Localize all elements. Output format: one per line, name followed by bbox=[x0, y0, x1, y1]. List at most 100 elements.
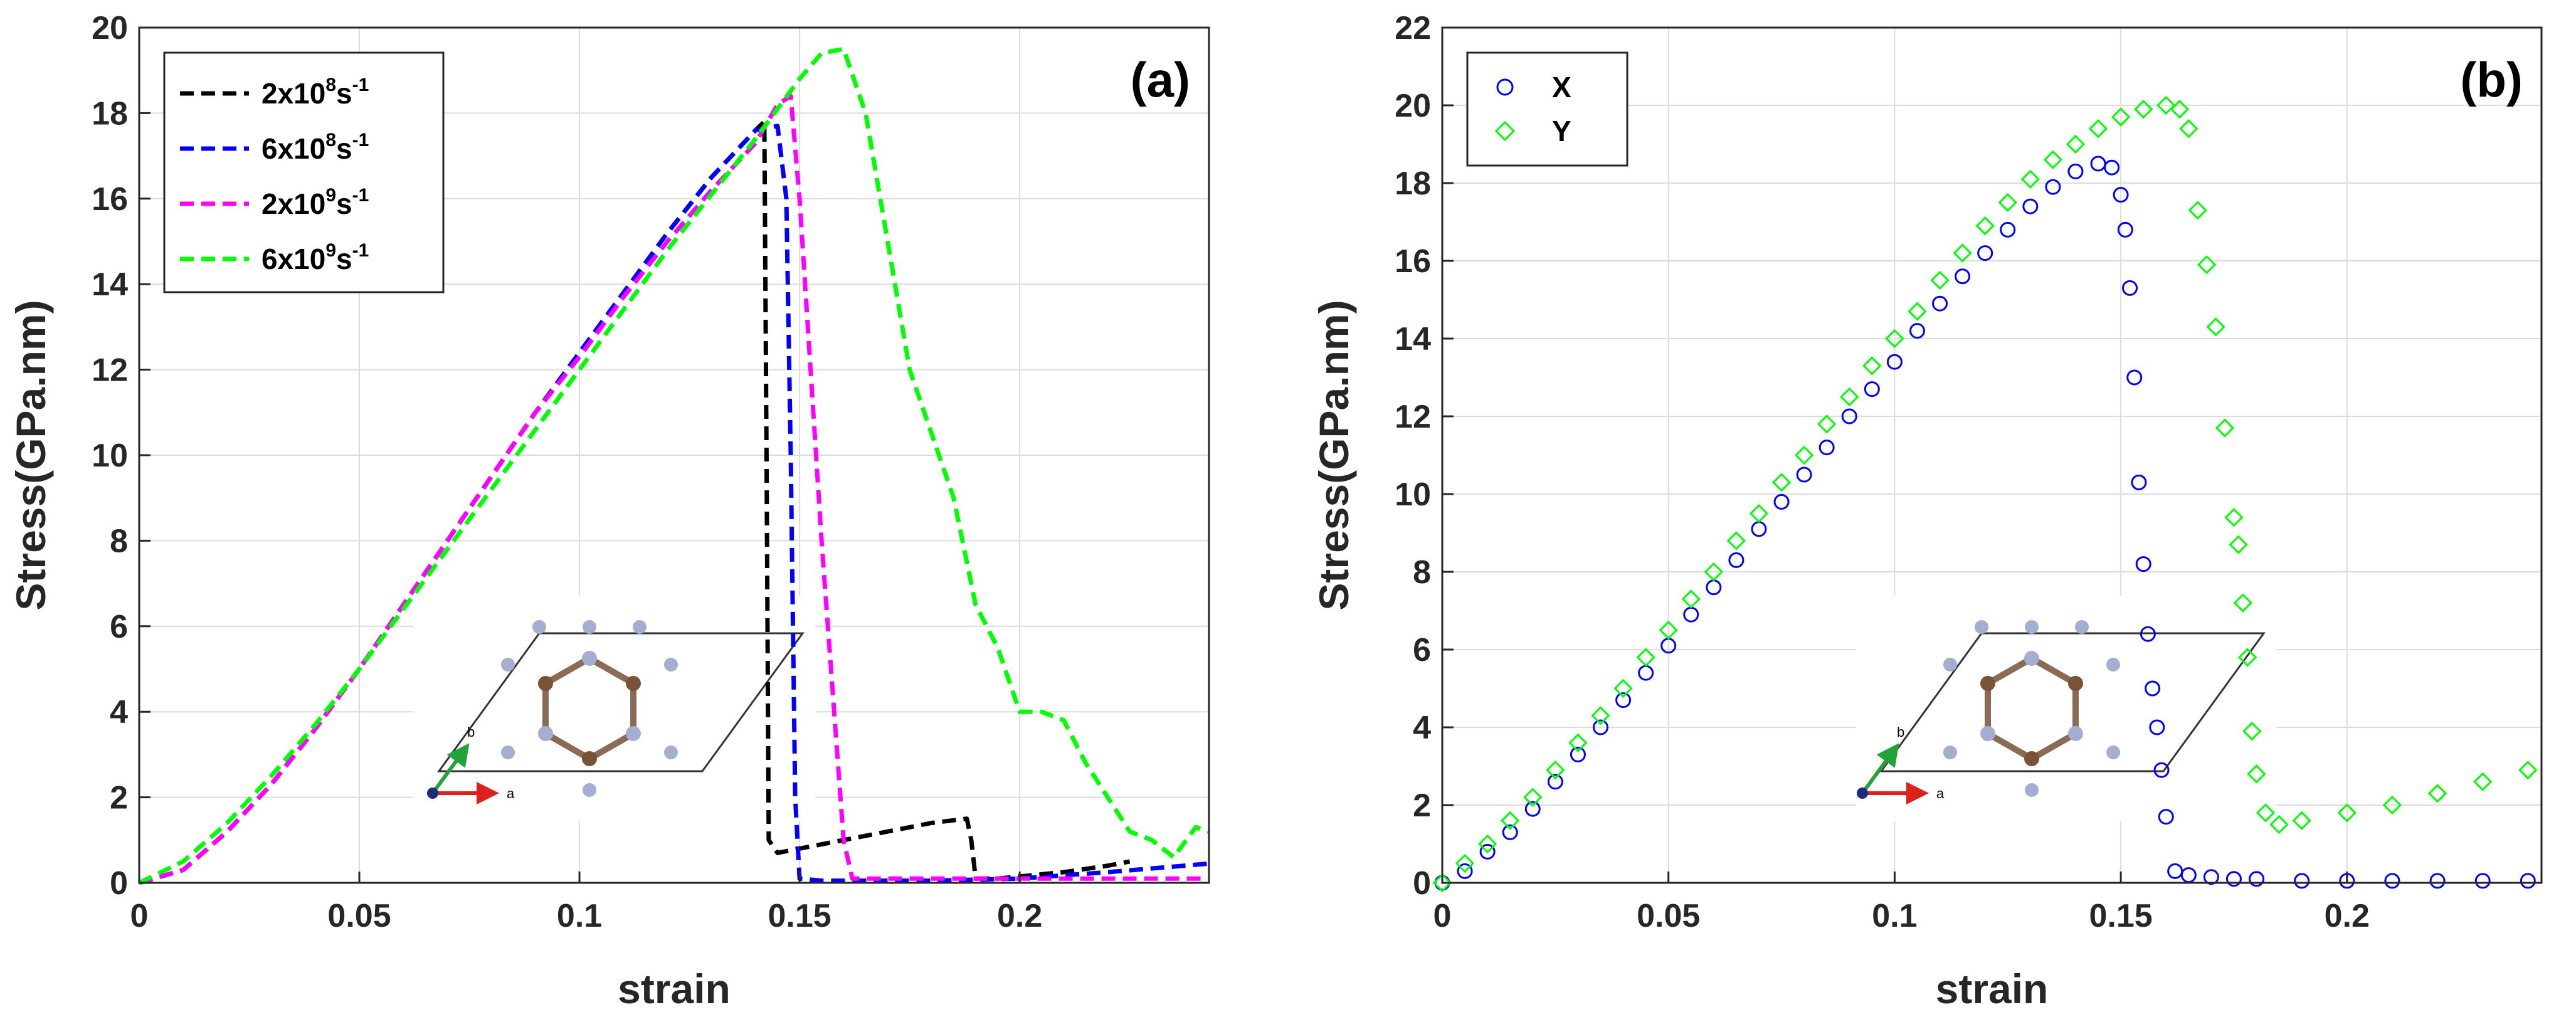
data-point bbox=[2292, 811, 2311, 830]
inset-bond bbox=[1986, 730, 2034, 762]
x-axis-label-b: strain bbox=[1936, 966, 2049, 1012]
data-point bbox=[1636, 648, 1655, 667]
ticks-a: 0 0.05 0.1 0.15 0.2 0 2 4 6 8 10 12 14 16 18 20 bbox=[92, 10, 1042, 934]
data-point bbox=[2158, 809, 2174, 825]
y-tick-label: 4 bbox=[110, 694, 128, 730]
data-point bbox=[2020, 169, 2040, 189]
data-point bbox=[2474, 873, 2491, 889]
data-point bbox=[1794, 445, 1814, 465]
data-point bbox=[1547, 774, 1563, 790]
data-point bbox=[2188, 201, 2207, 220]
data-point bbox=[2247, 764, 2266, 784]
legend-label: 2x108s-1 bbox=[261, 75, 369, 110]
legend-a: 2x108s-1 6x108s-1 2x109s-1 6x109s-1 bbox=[163, 51, 445, 293]
x-tick-label: 0.15 bbox=[768, 898, 831, 934]
data-point bbox=[1953, 243, 1972, 263]
inset-atom bbox=[1980, 726, 1995, 741]
inset-atom bbox=[1943, 658, 1957, 672]
inset-atom bbox=[501, 658, 515, 672]
series-group-b bbox=[1432, 95, 2538, 893]
structure-inset-b: ab bbox=[1856, 596, 2276, 821]
data-point bbox=[2145, 680, 2161, 697]
data-point bbox=[2022, 198, 2039, 214]
data-point bbox=[2473, 772, 2493, 791]
y-tick-label: 16 bbox=[92, 181, 128, 218]
inset-atom bbox=[538, 676, 553, 691]
y-tick-label: 2 bbox=[110, 780, 128, 816]
legend-label: 6x109s-1 bbox=[261, 240, 369, 275]
data-point bbox=[2427, 784, 2447, 803]
data-point bbox=[1659, 620, 1678, 640]
data-point bbox=[2237, 648, 2257, 667]
data-point bbox=[1706, 579, 1722, 596]
data-point bbox=[2000, 221, 2016, 238]
inset-atom bbox=[2025, 620, 2039, 634]
inset-axis-b-label: b bbox=[467, 724, 475, 740]
data-point bbox=[2043, 150, 2063, 169]
data-point bbox=[1478, 834, 1497, 854]
inset-axis-b-arrow bbox=[1861, 743, 1899, 794]
data-point bbox=[1909, 323, 1925, 339]
data-point bbox=[2229, 535, 2248, 554]
inset-axis-origin bbox=[1857, 788, 1868, 799]
legend-label: Y bbox=[1552, 115, 1571, 147]
data-point bbox=[1955, 268, 1971, 285]
inset-atom bbox=[1980, 676, 1995, 691]
series-line bbox=[139, 124, 1210, 885]
y-tick-label: 6 bbox=[1413, 632, 1431, 668]
x-tick-label: 0.05 bbox=[1637, 898, 1700, 934]
y-axis-label-b: Stress(GPa.nm) bbox=[1311, 300, 1357, 610]
data-point bbox=[1862, 356, 1882, 376]
inset-atom bbox=[626, 676, 641, 691]
inset-atom bbox=[626, 726, 641, 741]
data-point bbox=[1975, 216, 1995, 236]
legend-label: 2x109s-1 bbox=[261, 185, 369, 220]
data-point bbox=[1932, 295, 1948, 312]
inset-bond bbox=[1986, 655, 2034, 687]
inset-background bbox=[1856, 596, 2276, 821]
data-point bbox=[1455, 853, 1475, 873]
data-point bbox=[2429, 873, 2446, 889]
legend-label: 6x108s-1 bbox=[261, 130, 369, 165]
data-point bbox=[2294, 873, 2310, 889]
y-tick-label: 22 bbox=[1395, 10, 1431, 46]
data-point bbox=[1613, 678, 1633, 698]
inset-bond bbox=[544, 655, 591, 687]
data-point bbox=[1457, 863, 1473, 879]
data-point bbox=[1479, 843, 1496, 860]
data-point bbox=[2149, 719, 2165, 735]
legend-swatch bbox=[1496, 78, 1514, 96]
inset-atom bbox=[1943, 746, 1957, 759]
data-point bbox=[1568, 733, 1588, 752]
inset-atom bbox=[2068, 726, 2083, 741]
inset-atom bbox=[501, 746, 515, 759]
y-tick-label: 12 bbox=[92, 352, 128, 389]
inset-atom bbox=[2106, 746, 2120, 759]
series-group-a bbox=[138, 46, 1210, 885]
data-point bbox=[2180, 867, 2197, 883]
inset-atom bbox=[538, 726, 553, 741]
inset-atom bbox=[2106, 658, 2120, 672]
data-point bbox=[2045, 179, 2061, 195]
inset-axis-a-label: a bbox=[507, 786, 515, 801]
data-point bbox=[1864, 381, 1880, 398]
inset-atom bbox=[583, 783, 596, 797]
inset-atom bbox=[582, 751, 597, 766]
data-point bbox=[2122, 280, 2138, 296]
data-point bbox=[2113, 187, 2129, 203]
y-tick-label: 14 bbox=[1395, 321, 1431, 357]
data-point bbox=[1570, 746, 1586, 762]
data-point bbox=[1591, 706, 1610, 725]
data-point bbox=[1523, 788, 1543, 807]
data-point bbox=[1546, 761, 1565, 780]
data-point bbox=[1885, 329, 1904, 349]
inset-atom bbox=[2024, 751, 2039, 766]
inset-atom bbox=[2075, 620, 2089, 634]
inset-bond bbox=[588, 655, 635, 687]
panel-label-a: (a) bbox=[1131, 52, 1190, 107]
x-tick-label: 0 bbox=[130, 898, 149, 934]
y-tick-label: 20 bbox=[92, 10, 128, 46]
y-tick-label: 18 bbox=[92, 95, 128, 132]
